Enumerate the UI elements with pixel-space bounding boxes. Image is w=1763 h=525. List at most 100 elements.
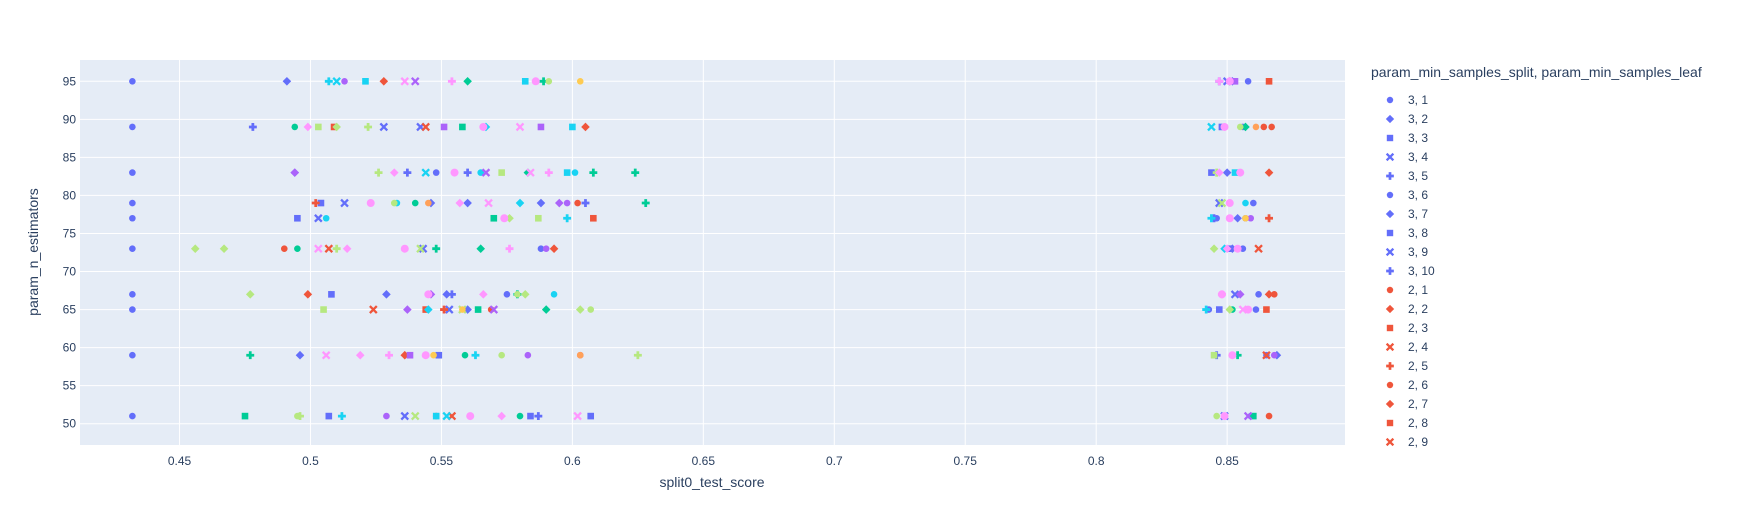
data-point xyxy=(1236,168,1245,177)
legend-marker xyxy=(1386,229,1394,237)
legend-label: 2, 2 xyxy=(1408,302,1428,316)
data-point xyxy=(332,77,341,86)
legend-label: 2, 8 xyxy=(1408,416,1428,430)
y-tick-label: 65 xyxy=(63,303,77,317)
y-tick-labels: 50 55 60 65 70 75 80 85 90 95 xyxy=(63,74,77,430)
data-point xyxy=(447,77,456,86)
legend-item[interactable]: 3, 4 xyxy=(1385,150,1429,164)
data-point xyxy=(477,169,485,176)
data-point xyxy=(1242,199,1249,207)
legend-label: 3, 8 xyxy=(1408,226,1428,240)
legend-label: 3, 6 xyxy=(1408,188,1428,202)
legend-marker xyxy=(1386,172,1394,180)
legend-item[interactable]: 2, 8 xyxy=(1386,416,1429,430)
data-point xyxy=(641,199,650,208)
data-point xyxy=(550,291,558,298)
data-point xyxy=(129,351,136,359)
data-point xyxy=(544,168,553,177)
data-point xyxy=(531,77,540,86)
data-point xyxy=(440,305,449,314)
data-point xyxy=(1264,168,1274,177)
data-point xyxy=(1241,122,1250,132)
legend-label: 2, 3 xyxy=(1408,321,1428,335)
legend-label: 2, 6 xyxy=(1408,378,1428,392)
data-point xyxy=(324,244,334,253)
legend-item[interactable]: 2, 3 xyxy=(1386,321,1429,335)
data-point xyxy=(421,122,430,132)
data-point xyxy=(526,168,535,177)
y-axis-title: param_n_estimators xyxy=(25,188,41,316)
data-point xyxy=(337,412,346,421)
data-point xyxy=(129,78,136,85)
legend-item[interactable]: 3, 10 xyxy=(1386,264,1435,278)
data-point xyxy=(527,412,534,420)
data-point xyxy=(1270,351,1278,359)
data-point xyxy=(633,351,642,360)
x-tick-label: 0.7 xyxy=(826,454,843,468)
legend-item[interactable]: 2, 7 xyxy=(1385,397,1429,411)
data-point xyxy=(535,214,542,222)
data-point xyxy=(424,290,433,299)
data-point xyxy=(390,199,398,207)
data-point xyxy=(432,169,440,176)
legend-item[interactable]: 3, 9 xyxy=(1385,245,1429,259)
data-point xyxy=(524,351,532,359)
data-point xyxy=(521,78,529,85)
legend-marker xyxy=(1386,362,1394,370)
legend-item[interactable]: 2, 5 xyxy=(1386,359,1428,373)
legend-item[interactable]: 2, 4 xyxy=(1385,340,1429,354)
legend-marker xyxy=(1386,134,1394,142)
data-point xyxy=(129,412,136,420)
legend-item[interactable]: 2, 6 xyxy=(1386,378,1429,392)
legend-marker xyxy=(1385,399,1395,409)
data-point xyxy=(364,122,373,131)
data-point xyxy=(534,412,543,421)
legend-item[interactable]: 3, 3 xyxy=(1386,131,1429,145)
legend-item[interactable]: 2, 9 xyxy=(1385,435,1429,449)
data-point xyxy=(1264,290,1274,299)
data-point xyxy=(461,351,469,359)
data-point xyxy=(1214,168,1224,177)
data-point xyxy=(1250,412,1257,420)
legend-item[interactable]: 3, 1 xyxy=(1386,93,1429,107)
legend-label: 3, 10 xyxy=(1408,264,1435,278)
legend-item[interactable]: 3, 8 xyxy=(1386,226,1429,240)
data-point xyxy=(466,412,475,421)
legend-item[interactable]: 3, 5 xyxy=(1386,169,1428,183)
data-point xyxy=(246,351,255,360)
legend-title: param_min_samples_split, param_min_sampl… xyxy=(1371,64,1702,80)
y-tick-label: 90 xyxy=(63,112,77,126)
legend-item[interactable]: 3, 6 xyxy=(1386,188,1429,202)
data-point xyxy=(1225,305,1235,314)
data-point xyxy=(490,214,498,222)
y-tick-label: 60 xyxy=(63,341,77,355)
data-point xyxy=(421,351,430,360)
data-point xyxy=(295,350,305,360)
legend-item[interactable]: 3, 7 xyxy=(1385,207,1429,221)
data-point xyxy=(432,412,440,420)
legend-item[interactable]: 2, 1 xyxy=(1386,283,1429,297)
legend-item[interactable]: 2, 2 xyxy=(1385,302,1429,316)
legend-item[interactable]: 3, 2 xyxy=(1385,112,1429,126)
data-point xyxy=(355,350,365,360)
data-point xyxy=(332,122,341,132)
legend-marker xyxy=(1385,114,1395,124)
data-point xyxy=(498,169,505,176)
data-point xyxy=(322,214,330,222)
data-point xyxy=(581,122,590,132)
y-tick-label: 85 xyxy=(63,150,77,164)
legend-marker xyxy=(1385,342,1395,352)
data-point xyxy=(379,77,389,86)
data-point xyxy=(459,306,466,313)
legend-marker xyxy=(1385,437,1395,447)
data-point xyxy=(389,168,399,177)
data-point xyxy=(321,350,331,360)
data-point xyxy=(1233,213,1242,223)
data-point xyxy=(545,78,553,85)
data-point xyxy=(1265,214,1274,223)
data-point xyxy=(129,245,136,252)
data-point xyxy=(523,168,533,177)
data-point xyxy=(369,305,378,314)
legend-marker xyxy=(1386,286,1394,294)
data-point xyxy=(542,245,550,252)
